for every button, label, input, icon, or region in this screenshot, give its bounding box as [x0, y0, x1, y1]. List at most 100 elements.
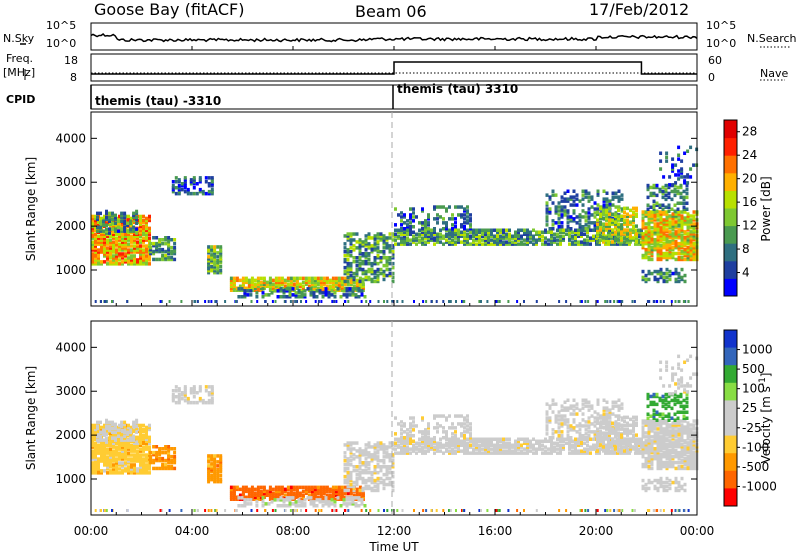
power-cell [99, 225, 102, 229]
velocity-cell [322, 489, 326, 494]
velocity-cell [121, 443, 124, 447]
velocity-cell [445, 447, 448, 451]
power-cell [656, 257, 660, 262]
power-cell [229, 282, 233, 286]
power-cell [478, 300, 481, 303]
velocity-cell [367, 443, 371, 447]
power-cell [183, 176, 187, 180]
power-ytick-label: 2000 [55, 219, 86, 233]
power-cell [656, 226, 660, 230]
velocity-cell [213, 470, 217, 474]
power-cell [207, 247, 211, 251]
power-cell [436, 213, 439, 217]
power-cell [469, 230, 472, 234]
power-cell [683, 179, 687, 183]
velocity-cell [370, 459, 374, 463]
power-cell [427, 240, 430, 244]
power-cell [659, 151, 663, 155]
power-cell [662, 279, 666, 284]
power-cell [595, 236, 598, 240]
velocity-cell [94, 435, 97, 440]
power-cell [556, 238, 559, 242]
velocity-cell [448, 441, 451, 445]
power-cell [382, 271, 386, 276]
velocity-cell [412, 416, 415, 420]
power-cell [145, 244, 148, 248]
velocity-cell [250, 489, 254, 494]
power-cell [574, 234, 577, 238]
velocity-cell [309, 496, 313, 500]
power-cell [100, 300, 102, 303]
power-cell [100, 262, 103, 266]
power-cell [133, 238, 136, 242]
power-cell [650, 257, 654, 262]
velocity-cell [285, 496, 289, 500]
velocity-cell [566, 398, 570, 402]
power-cell [288, 289, 292, 293]
power-cell [198, 189, 202, 194]
power-cell [574, 242, 577, 246]
velocity-cell [607, 449, 610, 453]
velocity-cell [346, 478, 350, 483]
power-cell [562, 238, 565, 242]
velocity-cell [91, 461, 94, 465]
velocity-cell [133, 449, 136, 453]
power-cell [355, 240, 359, 244]
power-cell [139, 246, 142, 250]
power-cell [207, 265, 211, 269]
power-cell [641, 212, 645, 216]
velocity-cell [274, 495, 278, 499]
velocity-cell [415, 445, 418, 449]
velocity-cell [391, 441, 395, 445]
power-cell [680, 267, 684, 272]
power-cell [183, 182, 187, 186]
power-cell [676, 191, 680, 196]
power-cell [313, 286, 317, 290]
power-cell [354, 295, 358, 299]
velocity-cell [584, 420, 588, 424]
power-cell [177, 180, 181, 184]
power-cell [626, 234, 629, 238]
power-cell [385, 244, 389, 248]
velocity-cell [249, 502, 253, 506]
velocity-cell [164, 447, 168, 451]
power-cell [665, 228, 669, 232]
power-cell [644, 273, 648, 278]
velocity-cell [109, 431, 112, 436]
power-cell [148, 262, 151, 266]
velocity-cell [481, 451, 484, 455]
velocity-cell [403, 443, 406, 447]
power-cell [379, 232, 383, 236]
power-cell [403, 227, 406, 231]
velocity-cell [337, 493, 341, 497]
power-cell [385, 246, 389, 250]
power-cell [382, 234, 386, 238]
velocity-cell [121, 451, 124, 455]
velocity-cell [186, 398, 190, 403]
power-cell [557, 213, 561, 217]
power-cell [210, 178, 214, 182]
power-cell [114, 227, 117, 231]
velocity-cell [130, 457, 133, 461]
power-cell [418, 240, 421, 244]
power-cell [277, 280, 281, 285]
power-cell [656, 240, 660, 244]
velocity-cell [358, 476, 362, 481]
power-cell [319, 280, 323, 285]
velocity-cell [241, 493, 245, 497]
velocity-cell [502, 439, 505, 443]
power-cell [677, 222, 681, 226]
power-cell [337, 280, 341, 285]
power-cell [490, 232, 493, 236]
velocity-cell [262, 485, 266, 490]
power-cell [294, 300, 297, 303]
velocity-cell [358, 472, 362, 477]
velocity-cell [553, 447, 556, 451]
power-cell [352, 277, 356, 282]
power-cell [314, 300, 317, 303]
power-cell [674, 251, 678, 256]
velocity-cell [127, 443, 130, 447]
power-cell [210, 268, 214, 273]
power-cell [659, 267, 663, 272]
power-cell [616, 300, 619, 303]
